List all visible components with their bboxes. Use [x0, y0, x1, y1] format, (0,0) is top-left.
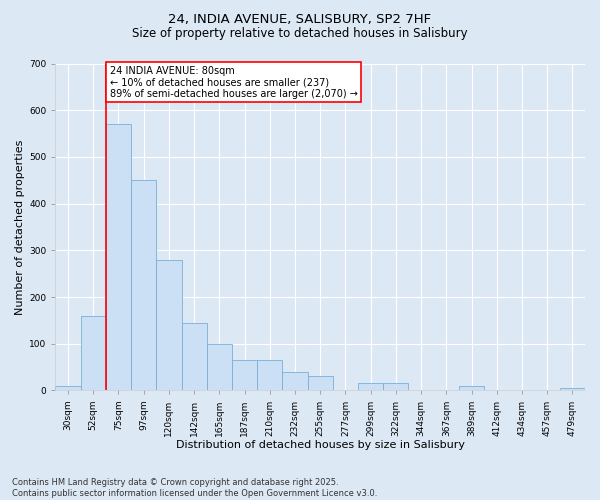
Bar [232, 360, 257, 390]
Bar [131, 180, 157, 390]
X-axis label: Distribution of detached houses by size in Salisbury: Distribution of detached houses by size … [176, 440, 465, 450]
Bar [257, 360, 283, 390]
Text: Size of property relative to detached houses in Salisbury: Size of property relative to detached ho… [132, 28, 468, 40]
Bar [459, 386, 484, 390]
Bar [358, 384, 383, 390]
Bar [308, 376, 333, 390]
Text: Contains HM Land Registry data © Crown copyright and database right 2025.
Contai: Contains HM Land Registry data © Crown c… [12, 478, 377, 498]
Bar [55, 386, 80, 390]
Bar [182, 322, 207, 390]
Bar [283, 372, 308, 390]
Bar [157, 260, 182, 390]
Y-axis label: Number of detached properties: Number of detached properties [15, 140, 25, 314]
Bar [207, 344, 232, 390]
Text: 24, INDIA AVENUE, SALISBURY, SP2 7HF: 24, INDIA AVENUE, SALISBURY, SP2 7HF [169, 12, 431, 26]
Bar [560, 388, 585, 390]
Bar [106, 124, 131, 390]
Bar [383, 384, 409, 390]
Bar [80, 316, 106, 390]
Text: 24 INDIA AVENUE: 80sqm
← 10% of detached houses are smaller (237)
89% of semi-de: 24 INDIA AVENUE: 80sqm ← 10% of detached… [110, 66, 358, 99]
